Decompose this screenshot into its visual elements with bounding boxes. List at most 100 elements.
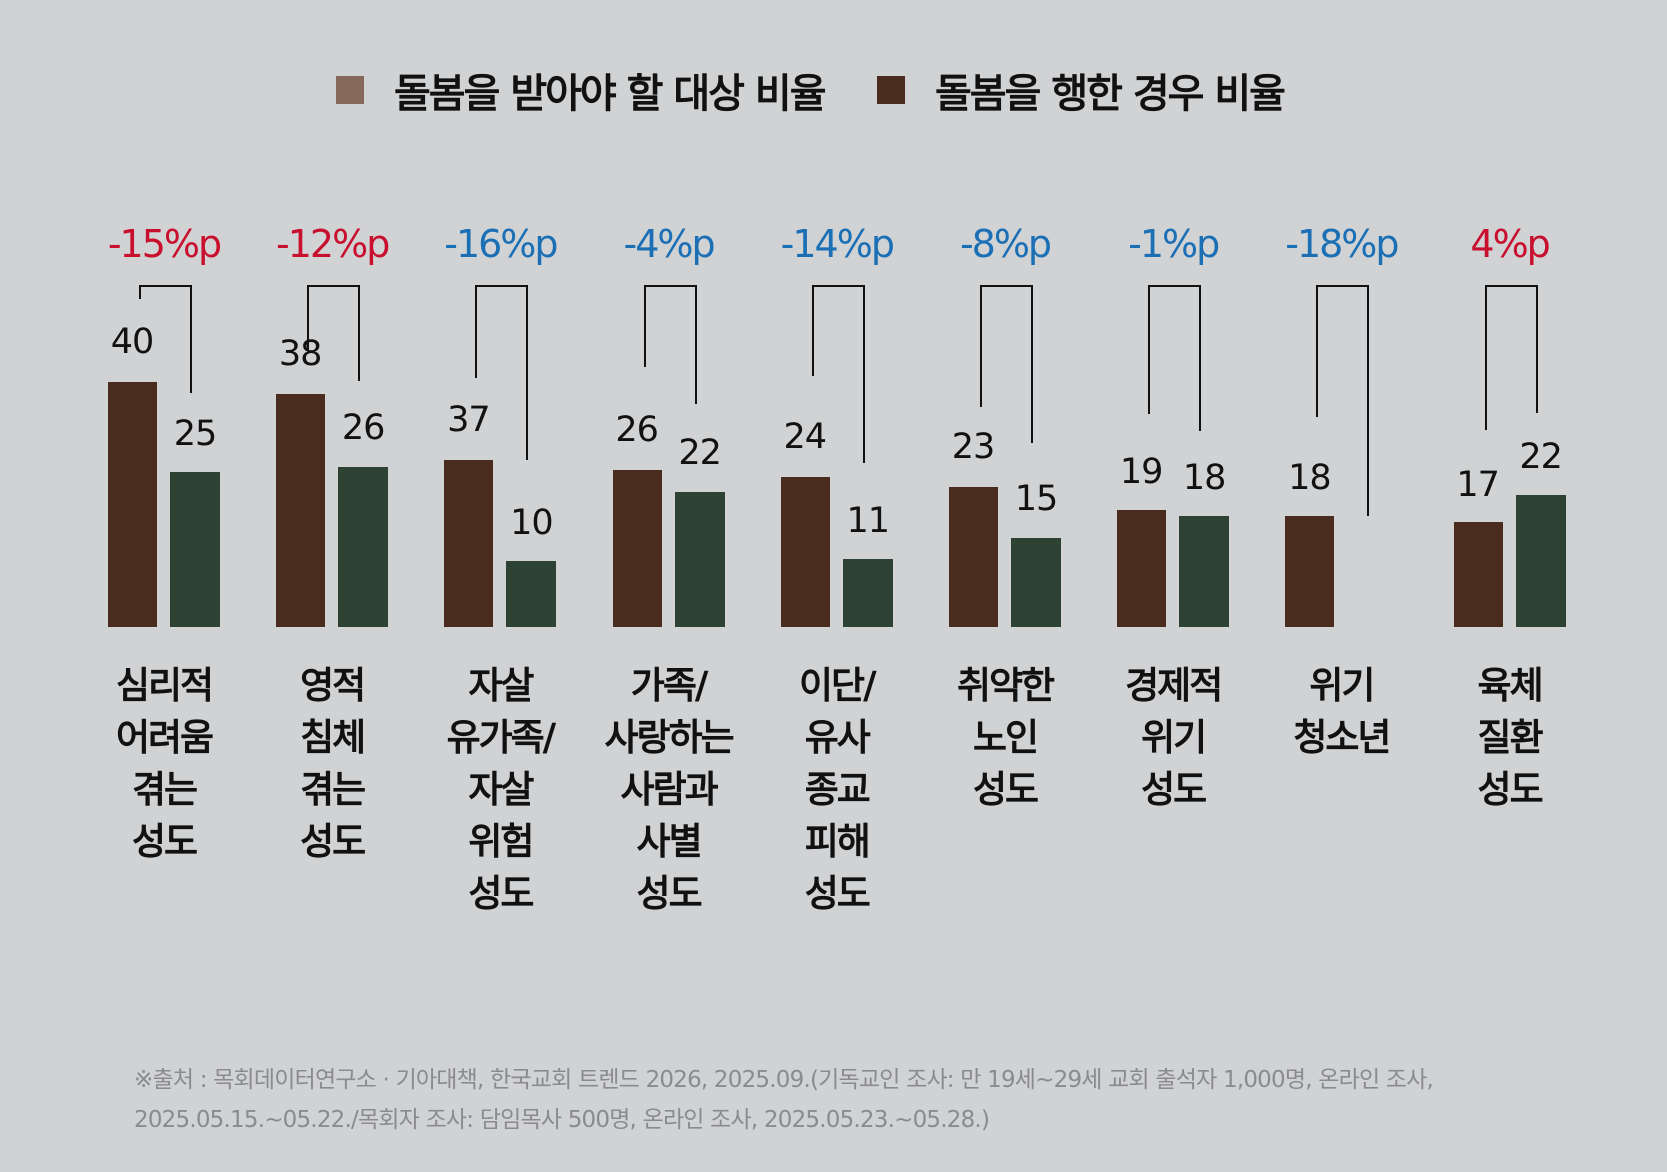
category-label-line: 이단/: [799, 664, 877, 707]
bar-done: [338, 467, 389, 627]
difference-label: -12%p: [276, 222, 390, 266]
category-label-line: 유가족/: [446, 716, 557, 759]
bracket-right: [190, 285, 192, 393]
bar-done: [674, 492, 725, 627]
value-done: 11: [846, 501, 891, 541]
legend-label-done: 돌봄을 행한 경우 비율: [935, 71, 1286, 117]
value-need: 38: [278, 334, 323, 374]
bracket-right: [862, 285, 865, 463]
source-note: ※출처 : 목회데이터연구소 · 기아대책, 한국교회 트렌드 2026, 20…: [134, 1060, 1574, 1140]
value-need: 19: [1119, 452, 1164, 492]
category-label-line: 사랑하는: [604, 716, 735, 759]
bar-need: [108, 382, 157, 627]
value-done: 15: [1014, 479, 1059, 519]
category-label: 가족/사랑하는 사람과 사별 성도: [584, 660, 754, 920]
category-label-line: 성도: [1141, 768, 1207, 811]
value-done: 10: [510, 503, 554, 543]
bar-need: [1285, 516, 1335, 627]
bar-done: [1011, 538, 1061, 627]
bracket-right: [358, 285, 361, 381]
category-label-line: 침체: [300, 716, 366, 759]
bracket-right: [694, 285, 697, 404]
category-label-line: 경제적: [1125, 664, 1223, 707]
bar-done: [170, 472, 220, 627]
bracket-left: [1484, 285, 1487, 430]
value-need: 37: [447, 400, 491, 440]
bracket-right: [1031, 285, 1033, 443]
category-label-line: 성도: [468, 872, 534, 915]
category-label-line: 취약한: [956, 664, 1055, 707]
category-label-line: 피해: [804, 820, 871, 863]
category-label-line: 성도: [972, 768, 1039, 811]
difference-label: -15%p: [107, 222, 222, 266]
legend-swatch-need-icon: [336, 76, 364, 104]
difference-label: -8%p: [959, 222, 1052, 266]
value-done: 22: [1519, 437, 1563, 477]
bracket-top: [307, 285, 361, 287]
value-need: 18: [1288, 458, 1332, 498]
category-label-line: 성도: [636, 872, 703, 915]
bracket-top: [811, 285, 865, 287]
bar-need: [949, 487, 998, 627]
source-line-2: 2025.05.15.~05.22./목회자 조사: 담임목사 500명, 온라…: [134, 1107, 990, 1133]
category-label: 자살 유가족/자살 위험 성도: [415, 660, 585, 920]
value-need: 26: [615, 410, 659, 450]
bracket-left: [1148, 285, 1151, 414]
value-need: 17: [1456, 465, 1500, 505]
category-label-line: 육체: [1477, 664, 1544, 707]
category-label-line: 가족/: [630, 664, 709, 707]
bracket-left: [475, 285, 478, 378]
category-label-line: 노인: [972, 716, 1039, 759]
bracket-left: [139, 285, 141, 299]
category-label-line: 성도: [804, 872, 871, 915]
value-done: 18: [1182, 458, 1227, 498]
bar-done: [1515, 495, 1566, 627]
category-label-line: 성도: [300, 820, 366, 863]
value-need: 40: [110, 322, 155, 362]
bracket-left: [643, 285, 646, 367]
difference-label: -4%p: [623, 222, 716, 266]
bar-done: [842, 559, 893, 627]
category-label-line: 어려움: [115, 716, 214, 759]
category-label-line: 위기: [1309, 664, 1375, 707]
difference-label: -14%p: [780, 222, 895, 266]
value-done: 26: [341, 408, 386, 448]
chart-legend: 돌봄을 받아야 할 대상 비율 돌봄을 행한 경우 비율: [0, 62, 1667, 118]
category-label-line: 위험: [468, 820, 534, 863]
legend-label-need: 돌봄을 받아야 할 대상 비율: [394, 71, 827, 117]
category-label-line: 성도: [1477, 768, 1544, 811]
category-label-line: 영적: [300, 664, 366, 707]
difference-label: 4%p: [1470, 222, 1550, 266]
bracket-right: [526, 285, 529, 460]
legend-swatch-done-icon: [877, 76, 905, 104]
bracket-top: [980, 285, 1033, 287]
bracket-top: [643, 285, 697, 287]
bar-need: [1117, 510, 1167, 627]
bracket-left: [811, 285, 814, 376]
source-line-1: ※출처 : 목회데이터연구소 · 기아대책, 한국교회 트렌드 2026, 20…: [134, 1067, 1434, 1093]
bracket-top: [1316, 285, 1370, 287]
category-label-line: 겪는: [131, 768, 198, 811]
bracket-top: [139, 285, 192, 287]
bar-need: [1453, 522, 1503, 627]
category-label-line: 유사: [804, 716, 871, 759]
bar-need: [780, 477, 830, 627]
category-label-line: 심리적: [115, 664, 214, 707]
bar-done: [506, 561, 557, 627]
category-label-line: 청소년: [1293, 716, 1391, 759]
value-done: 25: [173, 414, 218, 454]
bracket-top: [475, 285, 529, 287]
bracket-left: [980, 285, 982, 407]
value-done: 22: [678, 433, 722, 473]
category-label-line: 종교: [804, 768, 871, 811]
category-label: 경제적 위기 성도: [1088, 660, 1258, 816]
category-label-line: 질환: [1477, 716, 1544, 759]
bar-need: [276, 394, 326, 627]
legend-item-done: 돌봄을 행한 경우 비율: [877, 62, 1286, 118]
bar-need: [612, 470, 662, 627]
difference-label: -16%p: [444, 222, 558, 266]
category-label-line: 성도: [131, 820, 198, 863]
